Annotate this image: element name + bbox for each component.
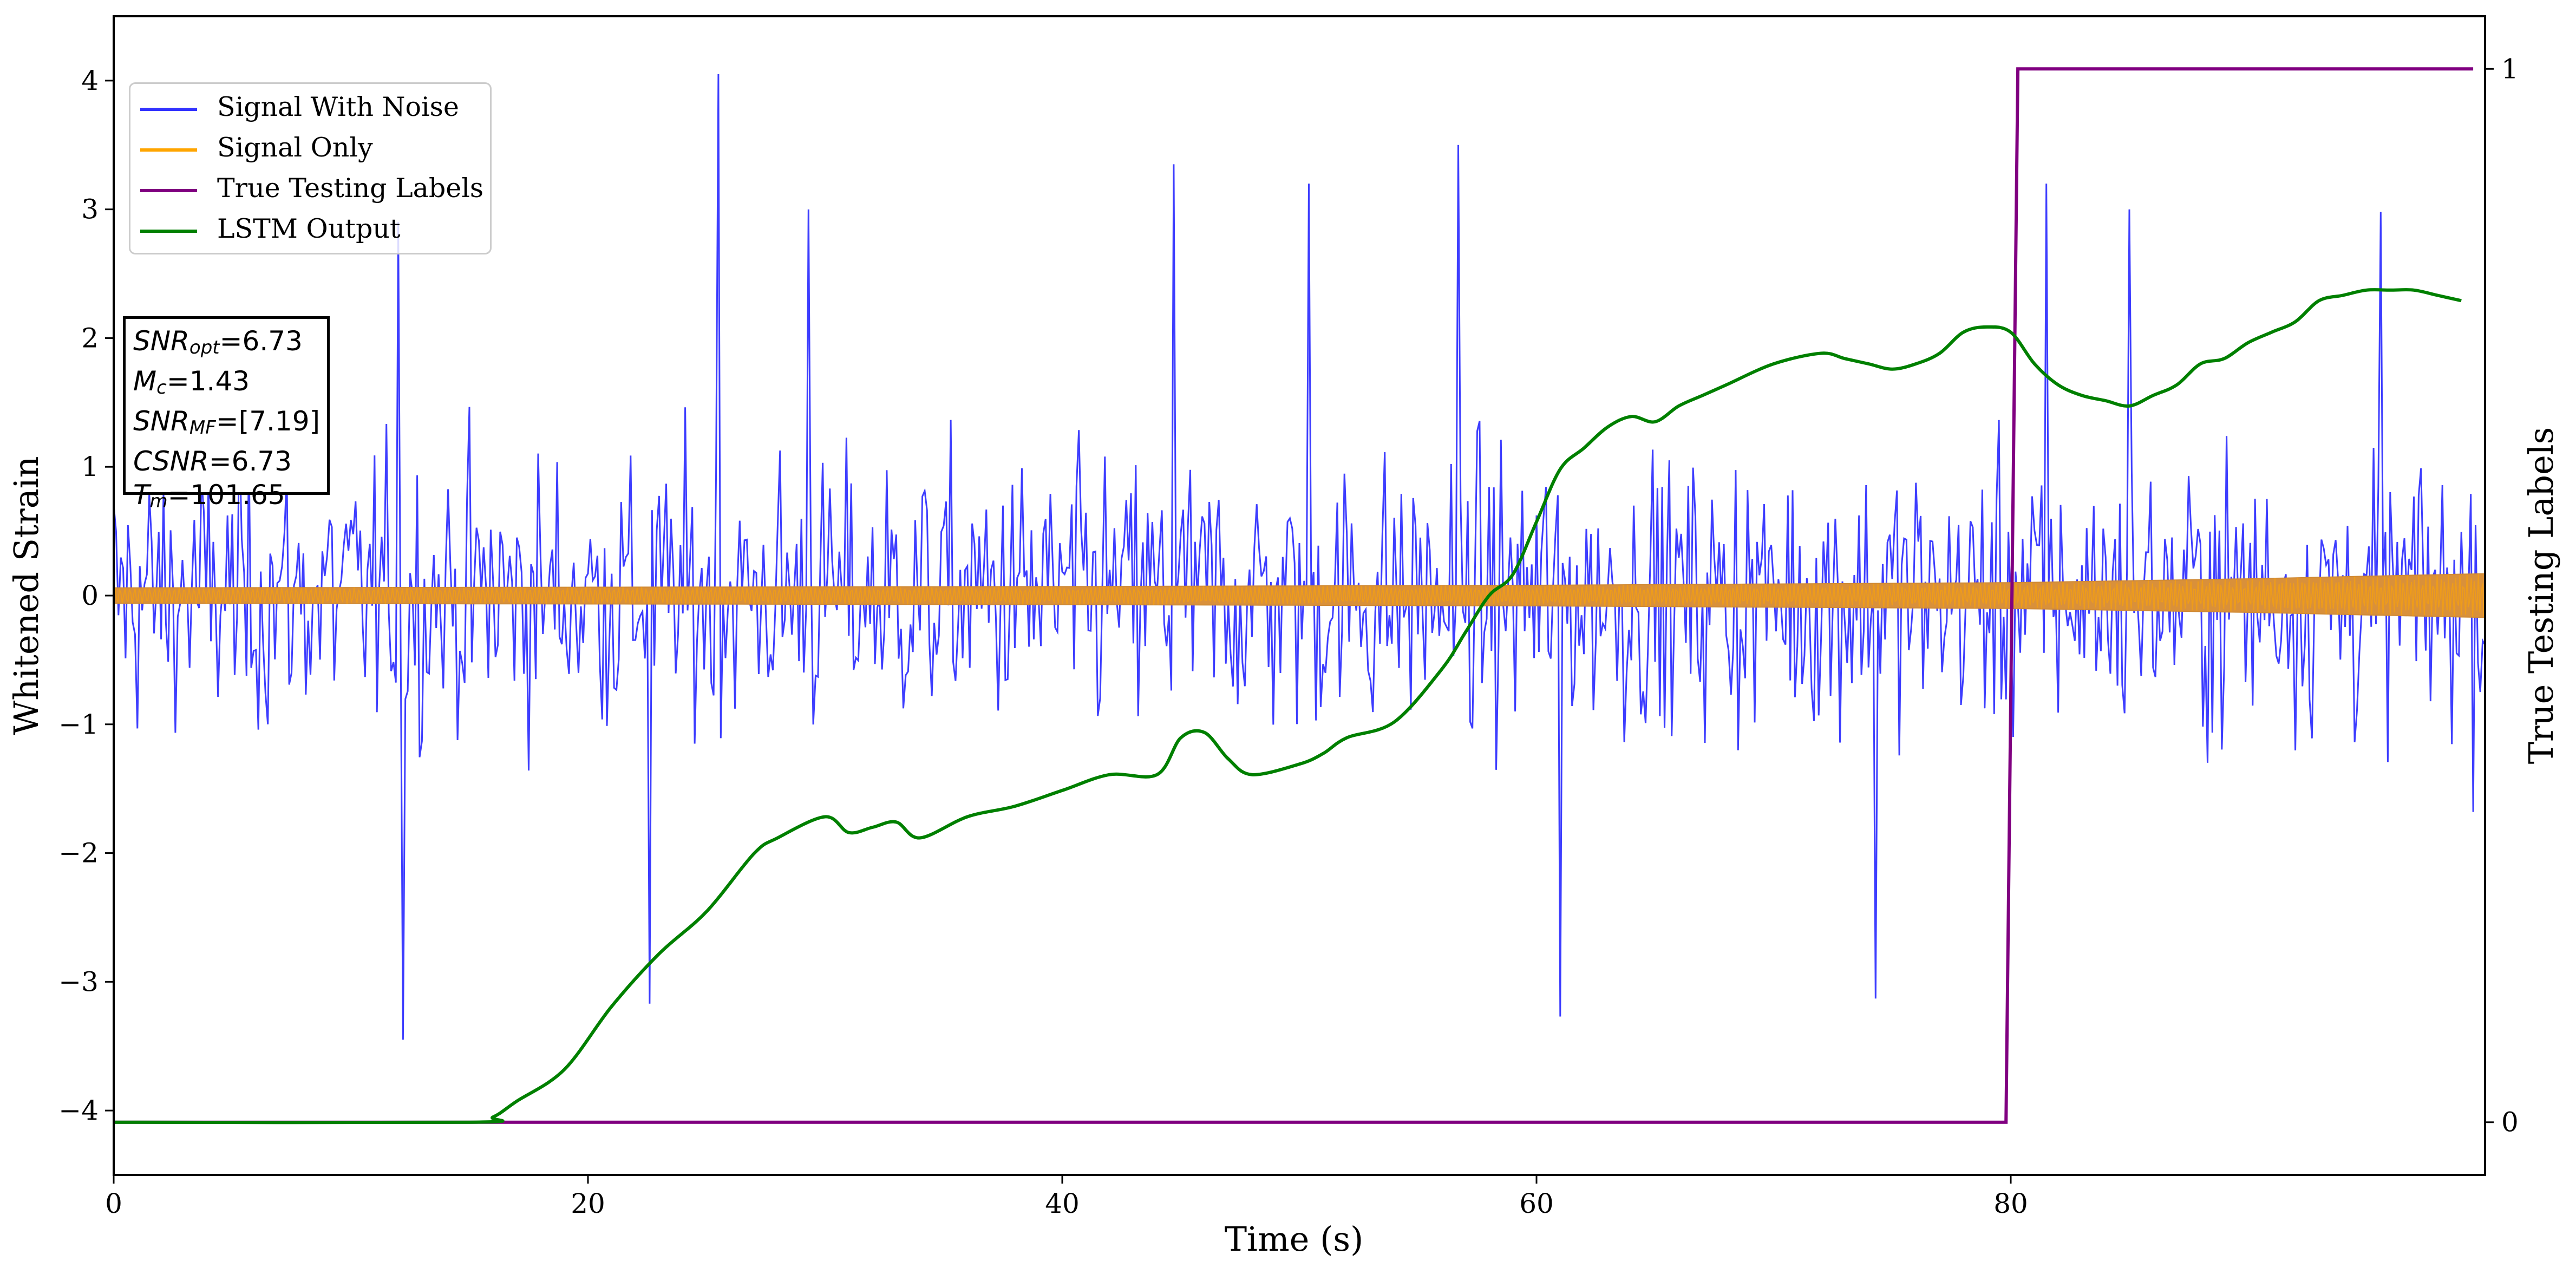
legend-swatch <box>140 148 197 152</box>
snr-opt-subscript: opt <box>189 337 220 358</box>
y-axis-ticks: −4 −3 −2 −1 0 1 2 3 4 <box>58 65 114 1126</box>
snr-mf-text: SNRMF=[7.19] <box>133 404 321 445</box>
tm-text: Tm=101.65 <box>133 478 319 518</box>
series-signal-only <box>114 573 2485 618</box>
legend-label: Signal Only <box>217 132 373 163</box>
x-tick-label: 60 <box>1519 1188 1554 1219</box>
legend-item-signal-with-noise: Signal With Noise <box>130 88 490 129</box>
y2-tick-label: 1 <box>2501 53 2519 84</box>
x-tick-label: 40 <box>1045 1188 1080 1219</box>
parameters-annotation-box: SNRopt=6.73 Mc=1.43 SNRMF=[7.19] CSNR=6.… <box>123 316 330 512</box>
chirp-mass-text: Mc=1.43 <box>133 364 319 404</box>
y-tick-label: 1 <box>81 451 99 482</box>
signal-only-band <box>114 573 2485 618</box>
snr-opt-text: SNRopt=6.73 <box>133 324 319 364</box>
legend-label: Signal With Noise <box>217 92 459 122</box>
signal-only-line <box>114 573 2485 617</box>
legend: Signal With Noise Signal Only True Testi… <box>129 82 492 254</box>
x-tick-label: 20 <box>571 1188 605 1219</box>
series-lstm-output <box>114 288 2462 1125</box>
y2-axis-ticks: 01 <box>2485 53 2519 1138</box>
y-tick-label: 3 <box>81 194 99 225</box>
mc-value: =1.43 <box>166 365 250 397</box>
y-tick-label: −3 <box>58 966 99 997</box>
x-tick-label: 0 <box>105 1188 122 1219</box>
legend-swatch <box>140 108 197 111</box>
tm-value: =101.65 <box>167 479 285 511</box>
snr-mf-subscript: MF <box>189 417 216 439</box>
mc-subscript: c <box>156 377 167 398</box>
lstm-output-line <box>114 288 2462 1125</box>
x-axis-ticks: 0 20 40 60 80 <box>105 1175 2028 1219</box>
legend-item-signal-only: Signal Only <box>130 129 490 170</box>
legend-item-lstm-output: LSTM Output <box>130 210 490 251</box>
snr-opt-symbol: SNR <box>133 325 189 357</box>
y2-axis-label: True Testing Labels <box>2521 427 2561 765</box>
snr-opt-value: =6.73 <box>219 325 303 357</box>
x-tick-label: 80 <box>1993 1188 2028 1219</box>
y-tick-label: 0 <box>81 580 99 611</box>
y-tick-label: 2 <box>81 322 99 354</box>
series-true-testing-labels <box>114 67 2474 1124</box>
y2-tick-label: 0 <box>2501 1107 2519 1138</box>
csnr-value: =6.73 <box>208 446 292 477</box>
legend-swatch <box>140 189 197 192</box>
y-tick-label: 4 <box>81 65 99 96</box>
snr-mf-symbol: SNR <box>133 406 189 437</box>
tm-subscript: m <box>149 491 168 512</box>
plot-area <box>114 67 2485 1125</box>
y-tick-label: −1 <box>58 709 99 740</box>
csnr-text: CSNR=6.73 <box>133 445 319 478</box>
mc-symbol: M <box>133 365 157 397</box>
true-testing-labels-line <box>114 67 2474 1124</box>
legend-label: True Testing Labels <box>217 173 484 204</box>
legend-label: LSTM Output <box>217 213 401 244</box>
csnr-symbol: CSNR <box>133 446 209 477</box>
y-tick-label: −4 <box>58 1095 99 1126</box>
tm-symbol: T <box>133 479 150 511</box>
snr-mf-value: =[7.19] <box>215 406 321 437</box>
legend-item-true-testing-labels: True Testing Labels <box>130 169 490 211</box>
y-axis-label: Whitened Strain <box>6 456 46 735</box>
x-axis-label: Time (s) <box>1225 1219 1364 1259</box>
legend-swatch <box>140 230 197 233</box>
y-tick-label: −2 <box>58 838 99 869</box>
